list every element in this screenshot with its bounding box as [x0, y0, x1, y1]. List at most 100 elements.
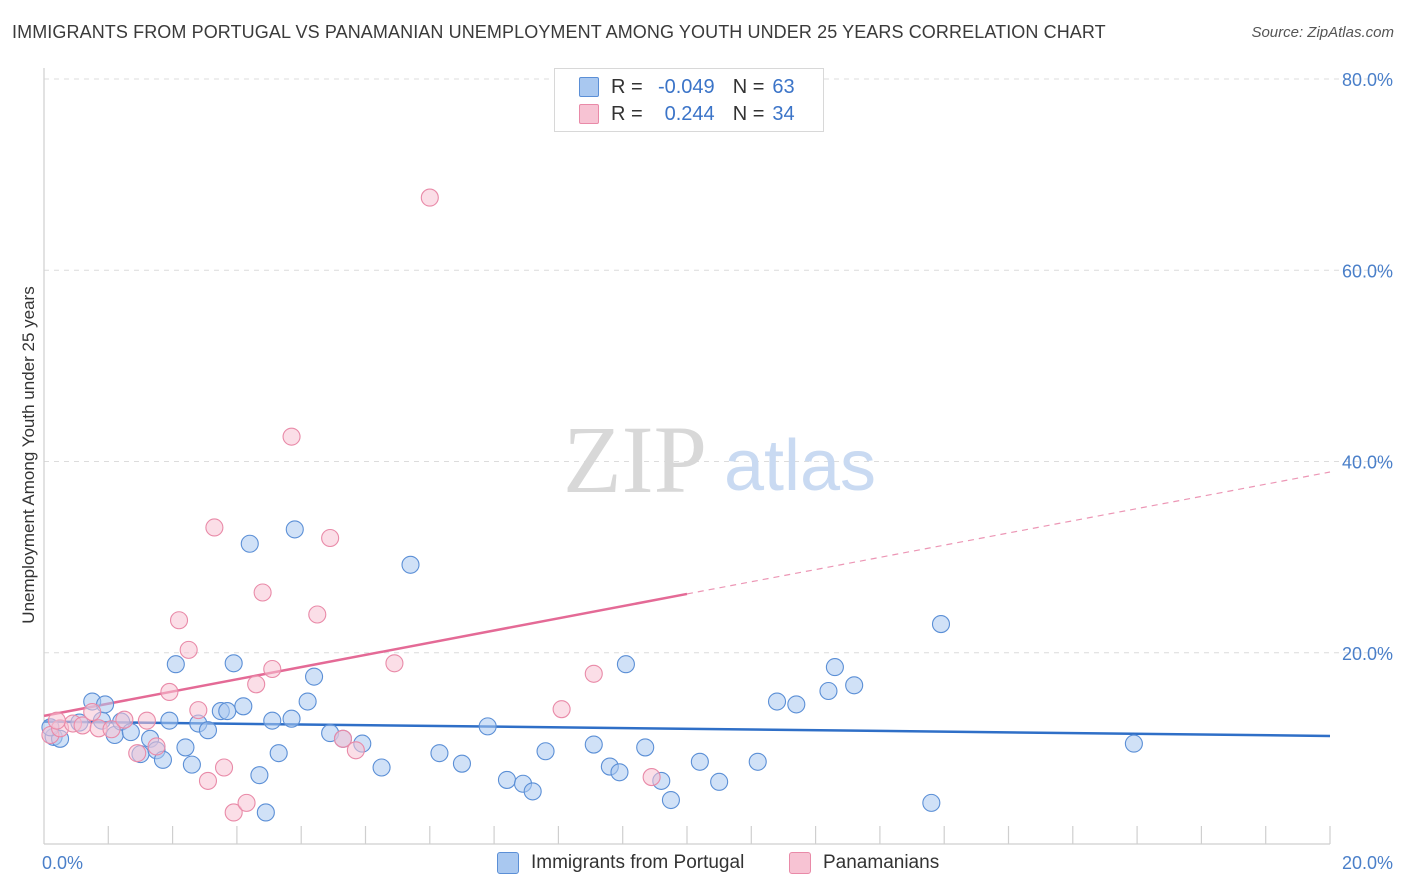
data-point — [250, 766, 269, 785]
data-point — [240, 534, 259, 553]
data-point — [214, 758, 234, 777]
grid-lines — [44, 78, 1392, 654]
data-point — [298, 692, 317, 711]
legend-row-portugal: R = -0.049 N = 63 — [555, 73, 795, 101]
legend-label-portugal: Immigrants from Portugal — [531, 852, 745, 873]
data-point — [205, 518, 224, 537]
legend-n-label: N = — [732, 102, 765, 125]
correlation-legend: R = -0.049 N = 63 R = 0.244 N = 34 — [554, 68, 824, 132]
data-point — [610, 763, 629, 782]
data-point — [346, 741, 365, 760]
data-point — [189, 701, 208, 720]
data-point — [176, 738, 195, 757]
data-point — [263, 711, 282, 730]
data-point — [452, 754, 472, 773]
y-tick-label: 40.0% — [1342, 453, 1393, 473]
chart-title: IMMIGRANTS FROM PORTUGAL VS PANAMANIAN U… — [12, 22, 1106, 42]
legend-swatch-portugal — [579, 77, 599, 97]
data-point — [430, 744, 449, 763]
data-point — [497, 770, 517, 789]
data-point — [523, 782, 542, 801]
data-point — [282, 709, 301, 728]
legend-n-value: 63 — [772, 75, 795, 98]
legend-item-panamanians[interactable]: Panamanians — [789, 852, 939, 874]
source-credit: Source: ZipAtlas.com — [1251, 24, 1394, 41]
data-point — [269, 744, 288, 763]
y-tick-label: 60.0% — [1342, 261, 1393, 281]
data-point — [401, 555, 420, 574]
data-point — [102, 720, 121, 739]
data-point — [636, 738, 655, 757]
data-point — [767, 692, 787, 711]
data-point — [825, 658, 844, 677]
trend-lines — [43, 471, 1331, 738]
legend-swatch-portugal — [497, 852, 519, 874]
data-point — [819, 681, 838, 701]
data-point — [710, 772, 729, 791]
data-point — [256, 803, 275, 822]
data-point — [234, 697, 253, 716]
data-point — [305, 667, 324, 686]
data-point — [642, 768, 661, 787]
data-point — [385, 654, 404, 673]
y-tick-label: 20.0% — [1342, 644, 1393, 664]
data-point — [321, 528, 340, 548]
data-point — [372, 758, 391, 777]
legend-r-label: R = — [611, 75, 643, 98]
legend-label-panamanians: Panamanians — [823, 852, 940, 873]
data-point — [333, 729, 353, 748]
data-point — [166, 655, 185, 674]
data-point — [1124, 734, 1143, 753]
data-point — [128, 744, 147, 763]
legend-item-portugal[interactable]: Immigrants from Portugal — [497, 852, 744, 874]
legend-r-label: R = — [611, 102, 643, 125]
data-point — [83, 702, 102, 722]
data-point — [661, 790, 680, 810]
x-tick-label: 20.0% — [1342, 853, 1393, 873]
data-point — [247, 675, 266, 694]
legend-row-panamanians: R = 0.244 N = 34 — [555, 100, 795, 128]
tick-labels: 20.0% 40.0% 60.0% 80.0% 0.0% 20.0% — [42, 70, 1393, 873]
data-point — [218, 702, 237, 721]
data-point — [147, 737, 166, 756]
legend-r-value: -0.049 — [657, 75, 715, 98]
data-point — [253, 583, 272, 602]
data-point — [616, 655, 635, 674]
legend-n-value: 34 — [772, 102, 795, 125]
data-point — [237, 793, 256, 812]
watermark-zip: ZIP — [563, 406, 707, 513]
data-point — [748, 752, 767, 771]
trend-line — [43, 592, 688, 718]
data-point — [282, 427, 301, 446]
data-point — [536, 742, 555, 761]
data-point — [182, 755, 201, 774]
x-tick-label: 0.0% — [42, 853, 83, 873]
data-point — [478, 717, 497, 736]
legend-n-label: N = — [732, 75, 765, 98]
data-point — [115, 710, 134, 729]
data-point — [931, 615, 951, 634]
data-point — [179, 640, 198, 659]
trend-line — [43, 720, 1331, 738]
y-tick-label: 80.0% — [1342, 70, 1393, 90]
legend-swatch-panamanians — [579, 104, 599, 124]
data-point — [263, 659, 282, 679]
data-point — [224, 803, 243, 822]
data-point — [169, 611, 189, 630]
series-legend: Immigrants from Portugal Panamanians — [0, 852, 1406, 878]
data-point — [160, 682, 179, 702]
data-point — [584, 735, 603, 754]
data-point — [160, 711, 179, 730]
data-point — [198, 721, 218, 740]
data-point — [198, 771, 218, 790]
data-point — [420, 188, 439, 207]
data-point — [787, 695, 806, 714]
watermark-atlas: atlas — [724, 426, 876, 506]
legend-swatch-panamanians — [789, 852, 811, 874]
data-point — [285, 520, 304, 539]
watermark: ZIP atlas — [563, 406, 876, 513]
data-point — [308, 605, 327, 624]
data-point — [552, 700, 571, 719]
data-point — [584, 664, 603, 683]
